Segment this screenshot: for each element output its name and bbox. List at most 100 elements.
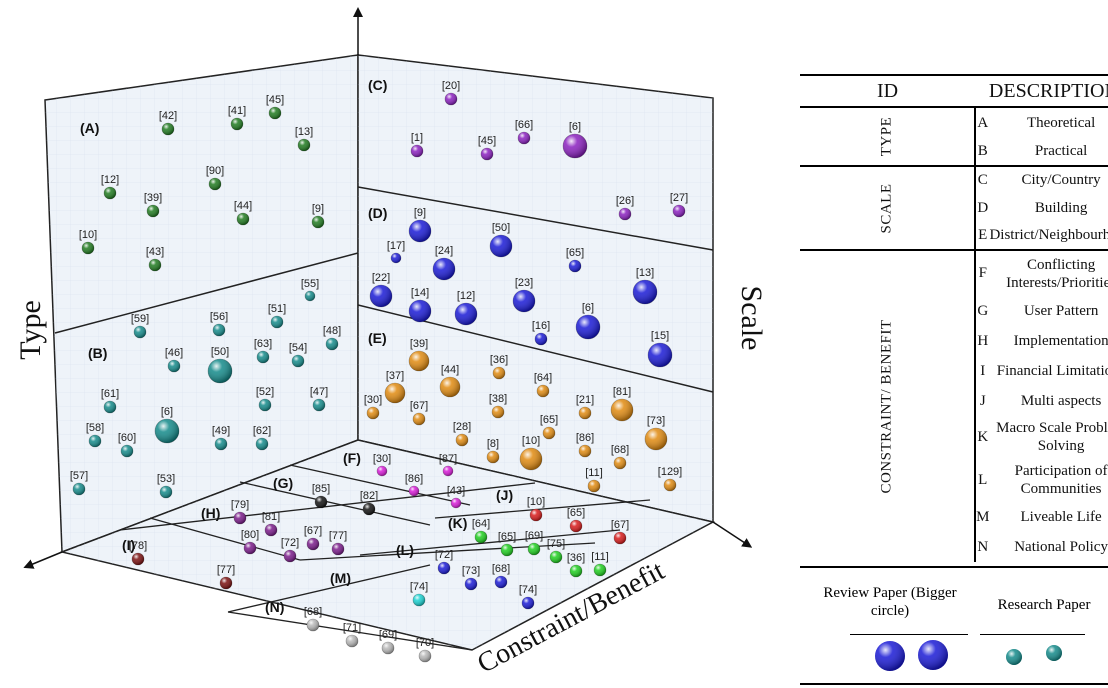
reference-label: [87] — [439, 453, 457, 465]
reference-label: [28] — [453, 421, 471, 433]
bubble-shine — [579, 445, 591, 457]
reference-label: [57] — [70, 470, 88, 482]
key-circle-shine — [1046, 645, 1062, 661]
bubble-shine — [570, 565, 582, 577]
bubble-shine — [501, 544, 513, 556]
bubble-shine — [481, 148, 493, 160]
reference-label: [75] — [547, 538, 565, 550]
panel-label-b: (B) — [88, 345, 107, 361]
review-paper-label: Review Paper (Bigger circle) — [823, 585, 957, 619]
reference-label: [41] — [228, 105, 246, 117]
bubble-shine — [530, 509, 542, 521]
legend-desc: Liveable Life — [1020, 508, 1102, 525]
key-circle-shine — [1006, 649, 1022, 665]
bubble-shine — [535, 333, 547, 345]
reference-label: [37] — [386, 370, 404, 382]
reference-label: [85] — [312, 483, 330, 495]
bubble-shine — [147, 205, 159, 217]
bubble-shine — [438, 562, 450, 574]
reference-label: [69] — [525, 530, 543, 542]
bubble-shine — [257, 351, 269, 363]
legend-id: A — [977, 114, 989, 131]
bubble-shine — [168, 360, 180, 372]
reference-label: [10] — [79, 229, 97, 241]
panel-label-l: (L) — [396, 542, 414, 558]
bubble-shine — [411, 145, 423, 157]
legend-desc: Multi aspects — [1020, 392, 1102, 409]
panel-labels: (A) (B) (C) (D) (E) (F) (G) (H) (I) (J) … — [80, 77, 513, 615]
bubble-shine — [465, 578, 477, 590]
bubble-shine — [256, 438, 268, 450]
reference-label: [11] — [585, 467, 603, 479]
reference-label: [13] — [636, 267, 654, 279]
bubble-shine — [543, 427, 555, 439]
reference-label: [86] — [576, 432, 594, 444]
reference-label: [20] — [442, 80, 460, 92]
bubble-shine — [208, 359, 232, 383]
reference-label: [62] — [253, 425, 271, 437]
legend-desc: Implementation — [1013, 332, 1108, 349]
legend-desc: Financial Limitations — [996, 362, 1108, 379]
reference-label: [63] — [254, 338, 272, 350]
reference-label: [129] — [658, 466, 682, 478]
legend-desc: User Pattern — [1023, 302, 1099, 319]
reference-label: [51] — [268, 303, 286, 315]
reference-label: [27] — [670, 192, 688, 204]
reference-label: [77] — [329, 530, 347, 542]
reference-label: [12] — [457, 290, 475, 302]
bubble-shine — [419, 650, 431, 662]
floor-line-k-l — [359, 529, 621, 556]
bubble-shine — [513, 290, 535, 312]
panel-label-a: (A) — [80, 120, 99, 136]
panel-label-m: (M) — [330, 570, 351, 586]
legend-table: ID DESCRIPTION TYPE A Theoretical B Prac… — [800, 74, 1108, 562]
legend-desc: City/Country — [1021, 172, 1101, 188]
reference-label: [65] — [498, 531, 516, 543]
reference-label: [73] — [462, 565, 480, 577]
bubble-shine — [160, 486, 172, 498]
reference-label: [72] — [281, 537, 299, 549]
legend-desc: Practical — [989, 138, 1108, 167]
reference-label: [81] — [613, 386, 631, 398]
bubble-shine — [451, 498, 461, 508]
bubble-shine — [231, 118, 243, 130]
reference-label: [10] — [522, 435, 540, 447]
bubble-shine — [440, 377, 460, 397]
legend-id: I — [980, 362, 986, 379]
panel-label-h: (H) — [201, 505, 220, 521]
reference-label: [54] — [289, 342, 307, 354]
bubble-shine — [522, 597, 534, 609]
reference-label: [6] — [161, 406, 173, 418]
reference-label: [14] — [411, 287, 429, 299]
reference-label: [21] — [576, 394, 594, 406]
reference-label: [71] — [343, 622, 361, 634]
bubble-shine — [121, 445, 133, 457]
reference-label: [68] — [611, 444, 629, 456]
bubble-shine — [475, 531, 487, 543]
legend-desc: Conflicting Interests/Priorities — [1006, 256, 1108, 291]
bubble-shine — [520, 448, 542, 470]
reference-label: [22] — [372, 272, 390, 284]
reference-label: [77] — [217, 564, 235, 576]
reference-label: [15] — [651, 330, 669, 342]
bubble-shine — [445, 93, 457, 105]
panel-label-f: (F) — [343, 450, 361, 466]
legend-id: E — [975, 222, 990, 251]
bubble-shine — [433, 258, 455, 280]
bubble-shine — [162, 123, 174, 135]
legend-desc: Macro Scale Problem Solving — [996, 420, 1108, 454]
reference-label: [26] — [616, 195, 634, 207]
bubble-shine — [382, 642, 394, 654]
panel-label-c: (C) — [368, 77, 387, 93]
panel-label-e: (E) — [368, 330, 387, 346]
reference-label: [30] — [364, 394, 382, 406]
panel-label-k: (K) — [448, 515, 467, 531]
legend-group-scale: SCALE — [800, 166, 977, 251]
reference-label: [86] — [405, 473, 423, 485]
reference-label: [64] — [534, 372, 552, 384]
legend-desc: National Policy — [1014, 538, 1108, 555]
reference-label: [53] — [157, 473, 175, 485]
reference-label: [52] — [256, 386, 274, 398]
floor-line-fg — [289, 464, 471, 506]
reference-label: [72] — [435, 549, 453, 561]
